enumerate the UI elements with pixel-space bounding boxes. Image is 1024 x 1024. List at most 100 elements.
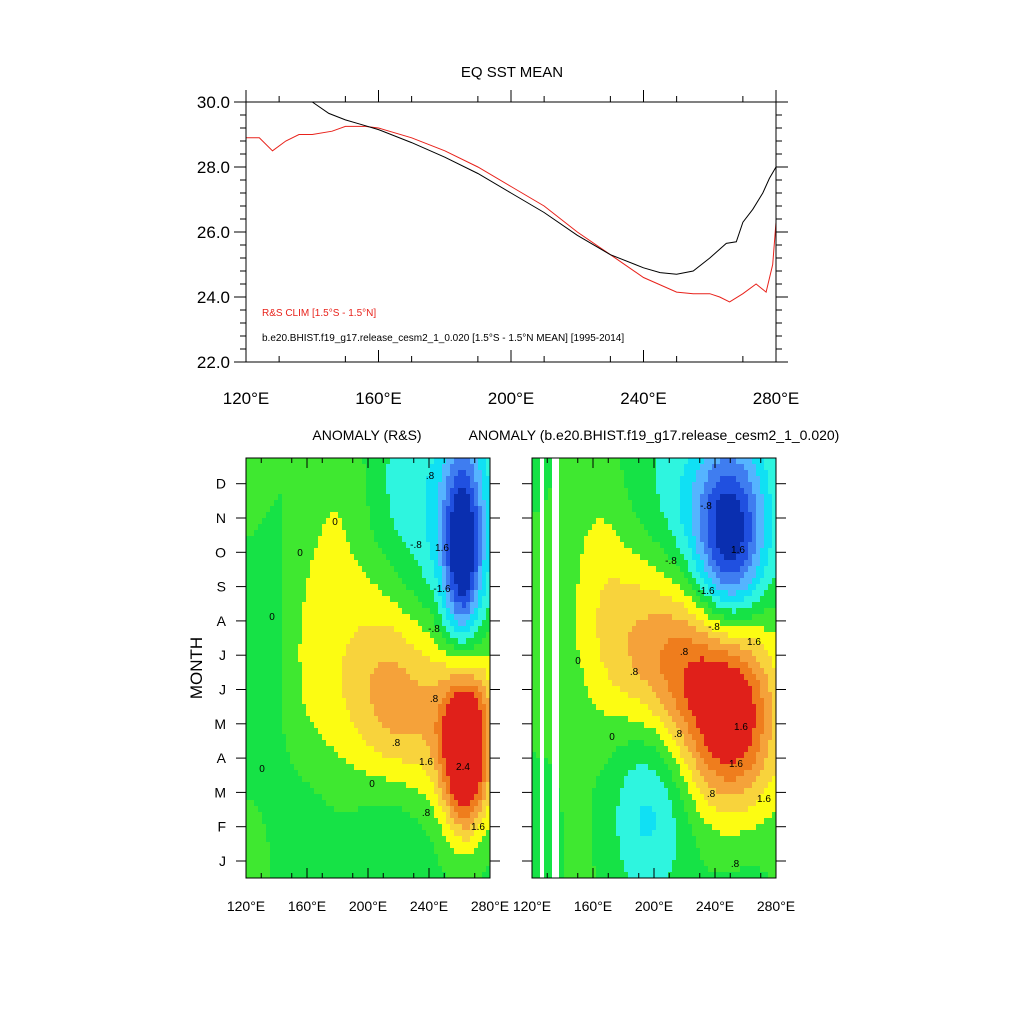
anomaly-cell: [474, 824, 479, 831]
anomaly-cell: [294, 542, 299, 549]
anomaly-cell: [334, 632, 339, 639]
anomaly-cell: [462, 536, 467, 543]
anomaly-cell: [262, 644, 267, 651]
anomaly-cell: [362, 866, 367, 873]
anomaly-cell: [358, 614, 363, 621]
anomaly-cell: [410, 608, 415, 615]
anomaly-cell: [398, 668, 403, 675]
anomaly-cell: [306, 848, 311, 855]
anomaly-cell: [310, 854, 315, 861]
anomaly-cell: [342, 704, 347, 711]
anomaly-cell: [382, 806, 387, 813]
anomaly-cell: [334, 824, 339, 831]
anomaly-cell: [438, 722, 443, 729]
anomaly-cell: [294, 794, 299, 801]
anomaly-cell: [536, 536, 541, 543]
anomaly-cell: [474, 578, 479, 585]
anomaly-cell: [250, 704, 255, 711]
anomaly-cell: [434, 776, 439, 783]
anomaly-cell: [418, 770, 423, 777]
anomaly-cell: [266, 668, 271, 675]
anomaly-cell: [354, 566, 359, 573]
anomaly-cell: [270, 710, 275, 717]
anomaly-cell: [470, 686, 475, 693]
anomaly-cell: [430, 752, 435, 759]
anomaly-cell: [454, 464, 459, 471]
anomaly-cell: [450, 458, 455, 465]
anomaly-cell: [536, 644, 541, 651]
anomaly-cell: [438, 536, 443, 543]
anomaly-cell: [282, 806, 287, 813]
anomaly-cell: [254, 842, 259, 849]
anomaly-cell: [532, 740, 537, 747]
anomaly-cell: [266, 680, 271, 687]
anomaly-cell: [486, 638, 491, 645]
anomaly-cell: [314, 560, 319, 567]
anomaly-cell: [314, 836, 319, 843]
anomaly-cell: [446, 722, 451, 729]
anomaly-cell: [330, 470, 335, 477]
anomaly-cell: [366, 722, 371, 729]
anomaly-cell: [454, 566, 459, 573]
anomaly-cell: [310, 680, 315, 687]
anomaly-cell: [250, 548, 255, 555]
anomaly-cell: [402, 722, 407, 729]
heatmap-rs-title: ANOMALY (R&S): [312, 427, 421, 443]
anomaly-cell: [386, 806, 391, 813]
anomaly-cell: [386, 848, 391, 855]
anomaly-cell: [298, 524, 303, 531]
anomaly-cell: [378, 488, 383, 495]
anomaly-cell: [422, 626, 427, 633]
anomaly-cell: [422, 812, 427, 819]
anomaly-cell: [390, 674, 395, 681]
anomaly-cell: [246, 836, 251, 843]
anomaly-cell: [326, 740, 331, 747]
anomaly-cell: [342, 530, 347, 537]
anomaly-cell: [258, 842, 263, 849]
anomaly-cell: [536, 500, 541, 507]
anomaly-cell: [458, 830, 463, 837]
anomaly-cell: [322, 806, 327, 813]
anomaly-cell: [290, 800, 295, 807]
anomaly-cell: [482, 512, 487, 519]
anomaly-cell: [290, 770, 295, 777]
anomaly-cell: [250, 620, 255, 627]
anomaly-cell: [302, 506, 307, 513]
anomaly-cell: [454, 626, 459, 633]
anomaly-cell: [374, 464, 379, 471]
anomaly-cell: [430, 782, 435, 789]
anomaly-cell: [430, 548, 435, 555]
anomaly-cell: [278, 572, 283, 579]
anomaly-cell: [278, 494, 283, 501]
anomaly-cell: [458, 566, 463, 573]
anomaly-cell: [414, 788, 419, 795]
anomaly-cell: [434, 536, 439, 543]
anomaly-cell: [560, 536, 565, 543]
anomaly-cell: [326, 824, 331, 831]
anomaly-cell: [442, 530, 447, 537]
anomaly-cell: [302, 752, 307, 759]
anomaly-cell: [302, 740, 307, 747]
anomaly-cell: [390, 836, 395, 843]
anomaly-cell: [334, 704, 339, 711]
anomaly-cell: [266, 638, 271, 645]
anomaly-cell: [406, 488, 411, 495]
anomaly-cell: [318, 476, 323, 483]
anomaly-cell: [266, 776, 271, 783]
anomaly-cell: [454, 590, 459, 597]
anomaly-cell: [450, 710, 455, 717]
anomaly-cell: [398, 824, 403, 831]
anomaly-cell: [302, 698, 307, 705]
anomaly-cell: [270, 572, 275, 579]
anomaly-cell: [246, 518, 251, 525]
anomaly-cell: [482, 830, 487, 837]
anomaly-cell: [390, 854, 395, 861]
anomaly-cell: [262, 800, 267, 807]
anomaly-cell: [282, 458, 287, 465]
anomaly-cell: [470, 770, 475, 777]
anomaly-cell: [262, 668, 267, 675]
anomaly-cell: [486, 680, 491, 687]
anomaly-cell: [314, 494, 319, 501]
anomaly-cell: [422, 842, 427, 849]
anomaly-cell: [342, 782, 347, 789]
